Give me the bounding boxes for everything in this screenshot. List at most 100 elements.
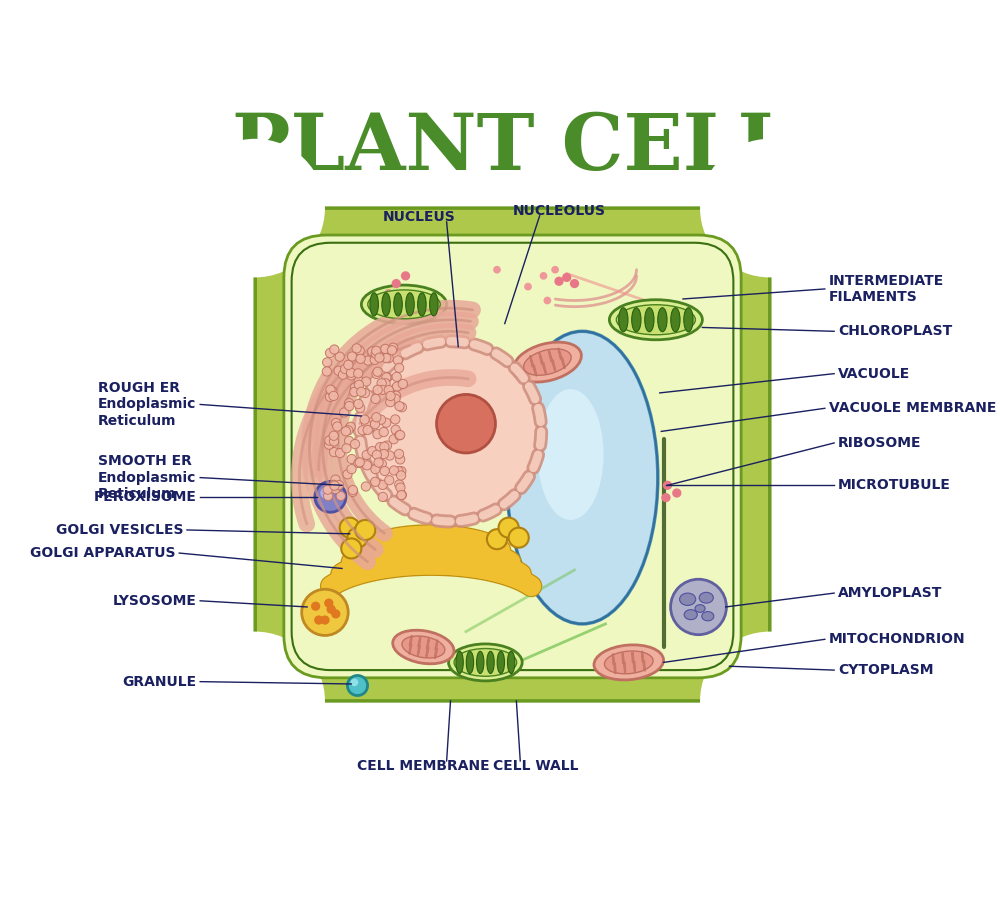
Ellipse shape <box>456 652 463 673</box>
Circle shape <box>375 443 385 452</box>
Ellipse shape <box>466 652 474 673</box>
Circle shape <box>354 400 363 409</box>
Circle shape <box>373 385 382 394</box>
Circle shape <box>396 471 406 480</box>
Circle shape <box>344 399 354 408</box>
Circle shape <box>325 392 335 401</box>
Ellipse shape <box>616 305 695 335</box>
Circle shape <box>355 403 365 413</box>
Circle shape <box>554 276 564 286</box>
Circle shape <box>354 380 364 390</box>
Circle shape <box>394 449 404 458</box>
Circle shape <box>700 139 840 277</box>
Circle shape <box>400 298 408 306</box>
Ellipse shape <box>402 636 445 658</box>
Ellipse shape <box>671 308 680 332</box>
Circle shape <box>378 481 387 490</box>
Circle shape <box>354 376 363 385</box>
Circle shape <box>493 266 501 274</box>
Circle shape <box>398 380 408 389</box>
Circle shape <box>401 271 410 281</box>
Circle shape <box>372 346 381 356</box>
Circle shape <box>380 466 389 475</box>
Circle shape <box>344 426 353 435</box>
Circle shape <box>371 464 380 473</box>
Circle shape <box>329 481 338 490</box>
Circle shape <box>363 356 373 365</box>
Circle shape <box>371 349 380 358</box>
Circle shape <box>385 451 394 460</box>
Circle shape <box>331 609 340 618</box>
Circle shape <box>386 392 395 400</box>
Circle shape <box>378 492 387 501</box>
Circle shape <box>362 450 371 460</box>
Circle shape <box>346 422 355 431</box>
Circle shape <box>360 389 370 398</box>
Circle shape <box>347 352 357 361</box>
Circle shape <box>382 354 391 363</box>
Ellipse shape <box>538 389 604 520</box>
Circle shape <box>376 415 386 424</box>
Circle shape <box>378 385 387 394</box>
Circle shape <box>392 373 401 382</box>
Circle shape <box>330 345 339 354</box>
Text: GOLGI VESICLES: GOLGI VESICLES <box>56 523 183 537</box>
Circle shape <box>361 419 371 428</box>
Circle shape <box>384 354 393 363</box>
Circle shape <box>348 487 357 497</box>
Circle shape <box>323 485 332 494</box>
Circle shape <box>395 431 404 440</box>
Circle shape <box>347 454 356 464</box>
Circle shape <box>344 436 354 446</box>
Circle shape <box>354 369 363 378</box>
Ellipse shape <box>513 342 581 382</box>
Circle shape <box>331 418 341 427</box>
Circle shape <box>341 427 351 436</box>
Text: CHLOROPLAST: CHLOROPLAST <box>838 324 952 338</box>
Circle shape <box>347 527 368 548</box>
Circle shape <box>355 520 375 540</box>
Circle shape <box>335 448 345 458</box>
Ellipse shape <box>524 349 571 375</box>
Circle shape <box>344 360 353 370</box>
Circle shape <box>362 461 372 470</box>
Ellipse shape <box>449 644 522 681</box>
Circle shape <box>389 466 399 475</box>
Circle shape <box>352 344 361 353</box>
Ellipse shape <box>477 652 484 673</box>
Circle shape <box>361 343 540 520</box>
Circle shape <box>335 352 344 361</box>
Ellipse shape <box>699 592 713 603</box>
Circle shape <box>371 477 380 487</box>
Circle shape <box>347 371 356 380</box>
FancyBboxPatch shape <box>255 208 770 701</box>
Circle shape <box>397 466 406 476</box>
Circle shape <box>372 413 381 422</box>
Circle shape <box>350 387 359 397</box>
Circle shape <box>386 398 395 407</box>
Circle shape <box>377 379 386 388</box>
Circle shape <box>347 676 368 696</box>
Circle shape <box>381 345 390 354</box>
Circle shape <box>356 355 365 364</box>
Circle shape <box>345 423 355 432</box>
Circle shape <box>661 493 671 502</box>
Circle shape <box>372 369 381 379</box>
Ellipse shape <box>695 605 705 612</box>
Text: AMYLOPLAST: AMYLOPLAST <box>838 586 942 600</box>
Circle shape <box>562 273 571 282</box>
Circle shape <box>396 483 405 492</box>
Text: MICROTUBULE: MICROTUBULE <box>838 478 951 492</box>
Circle shape <box>185 632 325 770</box>
Ellipse shape <box>702 612 714 621</box>
Circle shape <box>551 266 559 274</box>
Circle shape <box>342 444 351 453</box>
Circle shape <box>396 454 405 464</box>
Circle shape <box>397 491 406 500</box>
Circle shape <box>374 458 383 467</box>
Ellipse shape <box>393 630 454 664</box>
Circle shape <box>509 527 529 548</box>
Circle shape <box>382 418 391 427</box>
Circle shape <box>370 356 379 364</box>
Circle shape <box>365 424 374 433</box>
